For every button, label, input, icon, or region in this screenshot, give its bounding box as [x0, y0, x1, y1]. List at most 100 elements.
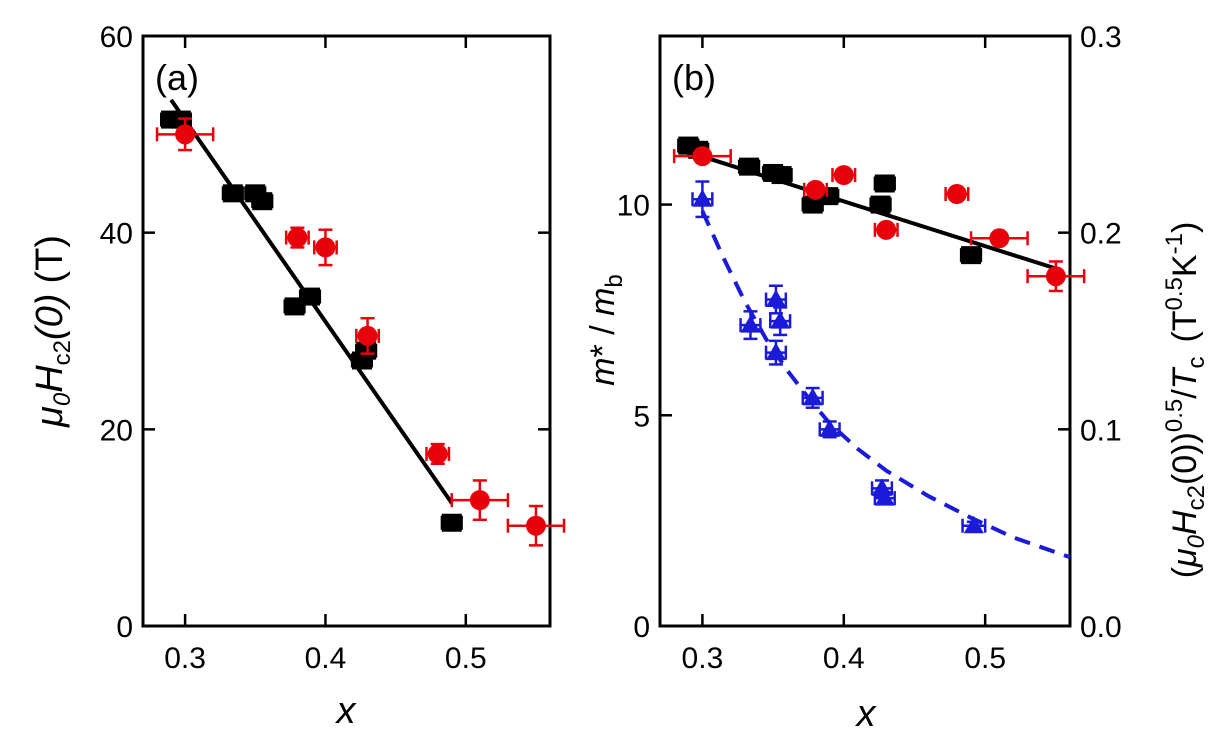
y2-label-unit-close: ): [1166, 222, 1204, 233]
data-point: [284, 226, 310, 249]
circle-marker: [989, 228, 1010, 249]
triangle-marker: [765, 289, 786, 308]
y-tick-label: 40: [100, 218, 133, 251]
y2-label-unit-exp2: -1: [1161, 233, 1188, 254]
x-tick-label: 0.3: [682, 642, 724, 675]
data-point: [869, 195, 892, 214]
data-point: [831, 165, 857, 186]
data-point: [450, 479, 510, 522]
panel-a-ticks: 0.3 0.4 0.5 0 20 40 60: [100, 21, 550, 675]
data-point: [764, 339, 788, 366]
circle-marker: [175, 124, 196, 145]
data-point: [873, 219, 899, 240]
circle-marker: [287, 227, 308, 248]
data-point: [873, 488, 896, 506]
square-marker: [870, 195, 891, 214]
panel-a-label: (a): [155, 57, 199, 98]
data-point: [221, 184, 244, 203]
y-label-mu: μ: [29, 406, 71, 428]
y-label-star: *: [584, 344, 622, 357]
data-point: [739, 310, 762, 341]
y2-label-exp: 0.5: [1161, 399, 1188, 432]
data-point: [801, 386, 824, 409]
panel-a-y-label: μ0Hc2(0) (T): [29, 235, 76, 428]
data-point: [959, 246, 983, 265]
data-point: [802, 179, 829, 200]
square-marker: [252, 192, 273, 211]
square-marker: [771, 166, 792, 185]
panel-b-label: (b): [672, 57, 716, 98]
circle-marker: [805, 179, 826, 200]
data-point: [155, 117, 215, 152]
y-label-H: H: [29, 365, 71, 393]
data-point: [425, 442, 451, 465]
y-label-H-sub: c2: [49, 340, 76, 365]
y2-label-unit-K: K: [1166, 254, 1204, 277]
y-label-unit: (T): [29, 235, 71, 284]
data-point: [769, 306, 792, 337]
y-tick-label: 20: [100, 414, 133, 447]
triangle-marker: [874, 488, 895, 506]
data-point: [770, 166, 793, 185]
data-point: [873, 174, 896, 193]
data-point: [944, 184, 970, 205]
circle-marker: [427, 443, 448, 464]
circle-marker: [469, 490, 490, 511]
circle-marker: [525, 515, 546, 536]
y2-label-open: (: [1166, 566, 1204, 578]
square-marker: [222, 184, 243, 203]
y-tick-label: 10: [617, 190, 650, 223]
data-point: [961, 515, 987, 534]
y2-tick-label: 0.2: [1080, 218, 1122, 251]
triangle-marker: [740, 315, 761, 333]
triangle-marker: [802, 387, 823, 406]
triangle-marker: [963, 515, 984, 534]
y2-tick-label: 0.1: [1080, 414, 1122, 447]
y2-label-slash: /: [1166, 389, 1204, 399]
y2-label-T-sub: c: [1183, 357, 1210, 369]
y2-tick-label: 0.0: [1080, 611, 1122, 644]
square-marker: [441, 513, 462, 532]
data-point: [672, 146, 732, 167]
y2-label-arg: (0)): [1166, 432, 1204, 485]
circle-marker: [692, 146, 713, 167]
y-tick-label: 60: [100, 21, 133, 54]
panel-b-ticks: 0.3 0.4 0.5 0 5 10 0.0 0.1 0.2 0.3: [617, 21, 1122, 675]
panel-b-x-label: x: [855, 693, 878, 735]
x-tick-label: 0.5: [964, 642, 1006, 675]
x-tick-label: 0.3: [164, 642, 206, 675]
square-marker: [874, 174, 895, 193]
y2-label-mu-sub: 0: [1183, 534, 1210, 548]
data-point: [969, 228, 1029, 249]
y2-label-unit-exp1: 0.5: [1161, 277, 1188, 310]
y-tick-label: 5: [633, 400, 650, 433]
y2-label-H-sub: c2: [1183, 485, 1210, 510]
x-tick-label: 0.5: [445, 642, 487, 675]
square-marker: [300, 287, 321, 306]
square-marker: [739, 157, 760, 176]
square-marker: [961, 246, 982, 265]
y2-label-H: H: [1166, 510, 1204, 535]
data-point: [691, 180, 714, 219]
circle-marker: [315, 237, 336, 258]
data-point: [737, 157, 761, 176]
data-point: [312, 228, 338, 267]
y-tick-label: 0: [116, 611, 133, 644]
y-label-m: m: [584, 357, 622, 385]
x-tick-label: 0.4: [305, 642, 347, 675]
y2-label-T: T: [1166, 366, 1204, 389]
circle-marker: [1045, 266, 1066, 287]
y-label-arg: (0): [29, 294, 71, 340]
panel-b-y2-label: (μ0Hc2(0))0.5/Tc(T0.5K-1): [1161, 222, 1210, 579]
data-point: [764, 284, 788, 315]
square-marker: [356, 341, 377, 360]
triangle-marker: [765, 342, 786, 361]
circle-marker: [876, 219, 897, 240]
circle-marker: [946, 184, 967, 205]
data-point: [1026, 260, 1086, 293]
x-tick-label: 0.4: [823, 642, 865, 675]
data-point: [506, 504, 566, 547]
data-point: [355, 316, 381, 355]
